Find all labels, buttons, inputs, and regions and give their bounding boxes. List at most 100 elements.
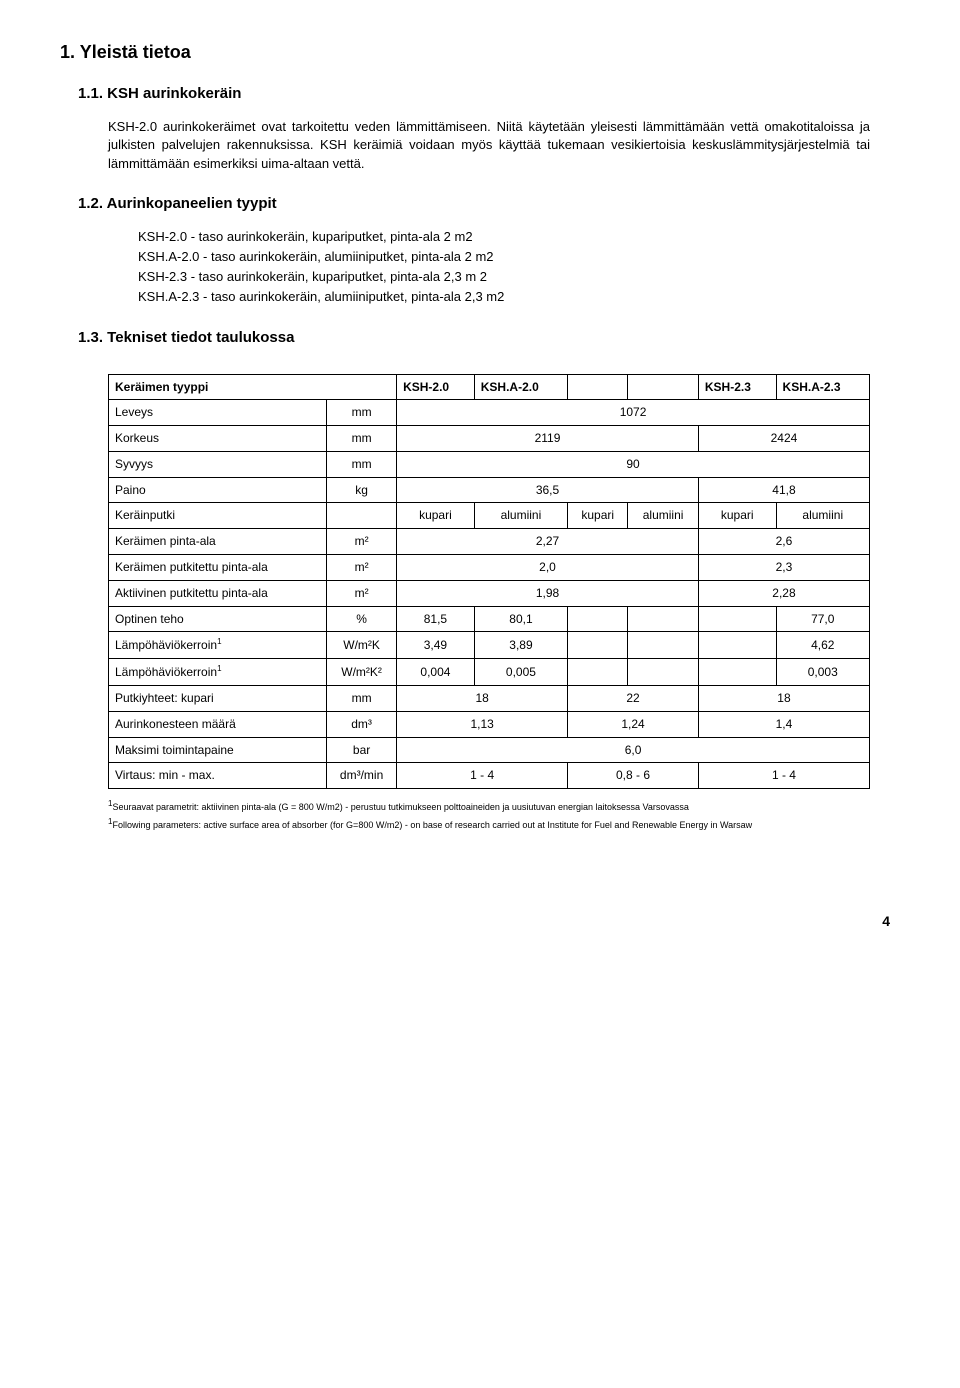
row-unit: mm — [327, 686, 397, 712]
row-val: 1,4 — [698, 711, 869, 737]
row-val: 0,8 - 6 — [568, 763, 699, 789]
header-col — [568, 374, 628, 400]
row-val: 3,89 — [474, 632, 567, 659]
row-val: 1 - 4 — [698, 763, 869, 789]
row-val: 2,6 — [698, 529, 869, 555]
row-val: 80,1 — [474, 606, 567, 632]
heading-1: 1. Yleistä tietoa — [60, 40, 900, 65]
row-val: 2,27 — [397, 529, 699, 555]
row-val — [628, 606, 699, 632]
list-item: KSH.A-2.0 - taso aurinkokeräin, alumiini… — [138, 248, 900, 266]
header-col: KSH.A-2.0 — [474, 374, 567, 400]
row-label: Lämpöhäviökerroin1 — [109, 659, 327, 686]
tech-table-wrap: Keräimen tyyppi KSH-2.0 KSH.A-2.0 KSH-2.… — [108, 374, 870, 790]
table-row: Keräimen pinta-ala m² 2,27 2,6 — [109, 529, 870, 555]
row-label: Aktiivinen putkitettu pinta-ala — [109, 580, 327, 606]
row-val — [698, 659, 776, 686]
row-label: Keräinputki — [109, 503, 327, 529]
row-val: 0,005 — [474, 659, 567, 686]
row-val — [698, 632, 776, 659]
row-label: Virtaus: min - max. — [109, 763, 327, 789]
row-val: 3,49 — [397, 632, 475, 659]
row-val — [568, 606, 628, 632]
list-item: KSH.A-2.3 - taso aurinkokeräin, alumiini… — [138, 288, 900, 306]
row-val: kupari — [397, 503, 475, 529]
row-label: Putkiyhteet: kupari — [109, 686, 327, 712]
row-val: kupari — [698, 503, 776, 529]
footnote-1: 1Seuraavat parametrit: aktiivinen pinta-… — [108, 799, 870, 814]
row-val: 90 — [397, 451, 870, 477]
footnotes: 1Seuraavat parametrit: aktiivinen pinta-… — [108, 799, 870, 831]
panel-types-list: KSH-2.0 - taso aurinkokeräin, kupariputk… — [138, 228, 900, 307]
table-row: Aurinkonesteen määrä dm³ 1,13 1,24 1,4 — [109, 711, 870, 737]
row-unit: mm — [327, 451, 397, 477]
heading-1-1: 1.1. KSH aurinkokeräin — [78, 83, 900, 104]
table-row: Keräimen putkitettu pinta-ala m² 2,0 2,3 — [109, 555, 870, 581]
header-col: KSH-2.0 — [397, 374, 475, 400]
row-unit: W/m²K² — [327, 659, 397, 686]
table-row: Lämpöhäviökerroin1 W/m²K² 0,004 0,005 0,… — [109, 659, 870, 686]
row-unit: m² — [327, 555, 397, 581]
header-type: Keräimen tyyppi — [109, 374, 397, 400]
row-val — [628, 632, 699, 659]
row-val: 2,28 — [698, 580, 869, 606]
heading-1-3: 1.3. Tekniset tiedot taulukossa — [78, 327, 900, 348]
table-row: Keräinputki kupari alumiini kupari alumi… — [109, 503, 870, 529]
row-label: Maksimi toimintapaine — [109, 737, 327, 763]
row-val: 1 - 4 — [397, 763, 568, 789]
table-row: Putkiyhteet: kupari mm 18 22 18 — [109, 686, 870, 712]
row-val: alumiini — [474, 503, 567, 529]
row-unit: mm — [327, 426, 397, 452]
row-val: 1,24 — [568, 711, 699, 737]
list-item: KSH-2.3 - taso aurinkokeräin, kupariputk… — [138, 268, 900, 286]
row-val: 1,13 — [397, 711, 568, 737]
row-unit: dm³/min — [327, 763, 397, 789]
row-label: Aurinkonesteen määrä — [109, 711, 327, 737]
row-val: alumiini — [776, 503, 869, 529]
table-row: Maksimi toimintapaine bar 6,0 — [109, 737, 870, 763]
tech-table: Keräimen tyyppi KSH-2.0 KSH.A-2.0 KSH-2.… — [108, 374, 870, 790]
header-col: KSH.A-2.3 — [776, 374, 869, 400]
row-val: 2424 — [698, 426, 869, 452]
table-row: Leveys mm 1072 — [109, 400, 870, 426]
row-val: 18 — [397, 686, 568, 712]
row-val: 36,5 — [397, 477, 699, 503]
table-row: Virtaus: min - max. dm³/min 1 - 4 0,8 - … — [109, 763, 870, 789]
header-col: KSH-2.3 — [698, 374, 776, 400]
row-val: 6,0 — [397, 737, 870, 763]
row-label: Keräimen pinta-ala — [109, 529, 327, 555]
row-val: 1,98 — [397, 580, 699, 606]
row-val — [568, 632, 628, 659]
row-val: 22 — [568, 686, 699, 712]
row-val: 2,0 — [397, 555, 699, 581]
row-val — [628, 659, 699, 686]
row-label: Paino — [109, 477, 327, 503]
row-val: 0,004 — [397, 659, 475, 686]
row-unit: mm — [327, 400, 397, 426]
row-label: Keräimen putkitettu pinta-ala — [109, 555, 327, 581]
row-unit: bar — [327, 737, 397, 763]
row-unit: dm³ — [327, 711, 397, 737]
row-val: 41,8 — [698, 477, 869, 503]
row-unit: W/m²K — [327, 632, 397, 659]
row-unit: kg — [327, 477, 397, 503]
row-val: 2119 — [397, 426, 699, 452]
paragraph-intro: KSH-2.0 aurinkokeräimet ovat tarkoitettu… — [108, 118, 870, 173]
row-label: Optinen teho — [109, 606, 327, 632]
heading-1-2: 1.2. Aurinkopaneelien tyypit — [78, 193, 900, 214]
row-val: 1072 — [397, 400, 870, 426]
row-val — [698, 606, 776, 632]
table-row: Korkeus mm 2119 2424 — [109, 426, 870, 452]
table-row: Aktiivinen putkitettu pinta-ala m² 1,98 … — [109, 580, 870, 606]
table-row: Optinen teho % 81,5 80,1 77,0 — [109, 606, 870, 632]
row-val: 0,003 — [776, 659, 869, 686]
row-val: 18 — [698, 686, 869, 712]
row-val — [568, 659, 628, 686]
row-val: kupari — [568, 503, 628, 529]
page-number: 4 — [60, 912, 890, 932]
row-label: Syvyys — [109, 451, 327, 477]
table-row: Lämpöhäviökerroin1 W/m²K 3,49 3,89 4,62 — [109, 632, 870, 659]
row-unit — [327, 503, 397, 529]
header-col — [628, 374, 699, 400]
row-unit: m² — [327, 529, 397, 555]
